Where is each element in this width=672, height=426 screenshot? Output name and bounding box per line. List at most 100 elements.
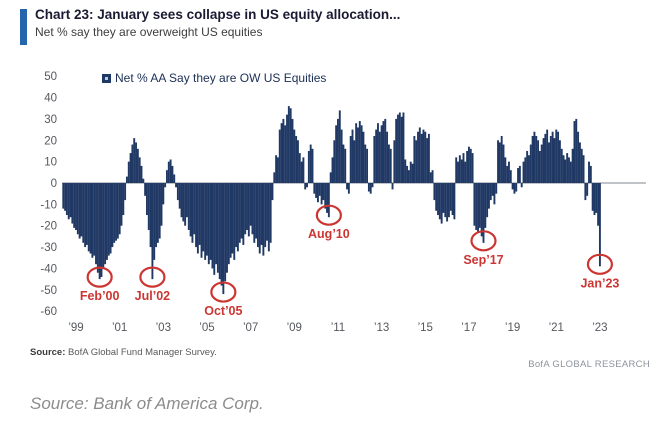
bar bbox=[449, 183, 452, 211]
bar bbox=[462, 153, 465, 183]
bar bbox=[215, 183, 218, 265]
bar bbox=[518, 165, 521, 183]
bar bbox=[144, 183, 147, 196]
bar bbox=[162, 183, 165, 205]
bar bbox=[306, 183, 308, 188]
bar bbox=[180, 183, 183, 218]
bar bbox=[240, 183, 243, 239]
bar bbox=[400, 116, 403, 183]
annotation-label: Aug’10 bbox=[308, 227, 350, 241]
bar bbox=[125, 176, 128, 183]
bar bbox=[135, 142, 137, 183]
annotation-circle bbox=[586, 253, 614, 275]
bar bbox=[384, 118, 387, 183]
bar bbox=[389, 148, 392, 183]
bar bbox=[186, 183, 188, 218]
bar bbox=[187, 183, 190, 230]
bar bbox=[471, 153, 474, 183]
y-tick-label: 10 bbox=[44, 157, 57, 169]
bar bbox=[253, 183, 256, 243]
bar bbox=[324, 183, 327, 209]
bar bbox=[267, 183, 270, 252]
y-tick-label: -50 bbox=[40, 285, 57, 297]
bar bbox=[167, 161, 170, 183]
bar bbox=[369, 183, 372, 194]
bar bbox=[76, 183, 79, 235]
bar bbox=[276, 157, 279, 183]
bar bbox=[387, 144, 390, 183]
bar bbox=[586, 183, 589, 196]
bar bbox=[113, 183, 116, 243]
bar bbox=[98, 183, 101, 280]
bar bbox=[564, 159, 567, 183]
bar bbox=[437, 183, 439, 216]
bar bbox=[184, 183, 187, 226]
bar bbox=[236, 183, 239, 252]
bar bbox=[502, 144, 505, 183]
bar bbox=[298, 153, 301, 183]
bar bbox=[349, 136, 352, 183]
bar bbox=[524, 157, 527, 183]
bar bbox=[447, 183, 450, 218]
bar bbox=[411, 163, 414, 183]
bar bbox=[357, 127, 359, 183]
page-caption: Source: Bank of America Corp. bbox=[30, 394, 264, 413]
bar bbox=[85, 183, 88, 245]
source-note: Source: BofA Global Fund Manager Survey. bbox=[30, 347, 217, 358]
bar bbox=[311, 148, 314, 183]
bar bbox=[226, 183, 228, 273]
bar bbox=[158, 183, 161, 239]
annotation-label: Oct’05 bbox=[204, 304, 242, 318]
bar bbox=[566, 153, 569, 183]
bar bbox=[418, 127, 421, 183]
bar bbox=[193, 183, 196, 235]
bar bbox=[116, 183, 119, 239]
bar bbox=[557, 131, 560, 183]
y-tick-label: -60 bbox=[40, 306, 57, 318]
bar bbox=[200, 183, 203, 258]
bar bbox=[347, 183, 350, 194]
bar bbox=[93, 183, 96, 256]
bar bbox=[386, 131, 389, 183]
bar bbox=[588, 161, 590, 183]
x-tick-label: ’09 bbox=[287, 322, 302, 334]
legend-marker-icon bbox=[102, 73, 111, 83]
bar bbox=[249, 183, 252, 226]
bar bbox=[320, 183, 323, 205]
bar bbox=[546, 129, 549, 183]
bar bbox=[202, 183, 205, 252]
bar bbox=[457, 161, 459, 183]
bar bbox=[104, 183, 107, 265]
bar bbox=[426, 138, 429, 183]
bar bbox=[115, 183, 117, 241]
bar bbox=[195, 183, 198, 248]
annotation-circle bbox=[86, 266, 113, 288]
bar bbox=[346, 183, 349, 190]
annotation-label: Jan’23 bbox=[580, 276, 619, 290]
bar bbox=[420, 133, 423, 183]
bar bbox=[271, 183, 274, 201]
bar bbox=[146, 183, 148, 216]
bar bbox=[535, 136, 538, 183]
bar bbox=[431, 170, 434, 183]
bar bbox=[166, 170, 168, 183]
bar bbox=[595, 183, 598, 213]
bar bbox=[482, 183, 485, 243]
bar bbox=[282, 118, 285, 183]
bar bbox=[513, 183, 516, 194]
bar bbox=[364, 144, 367, 183]
bar bbox=[164, 183, 167, 188]
bar bbox=[256, 183, 259, 248]
bar bbox=[451, 183, 454, 216]
bar bbox=[453, 183, 456, 220]
bar bbox=[304, 183, 307, 190]
bar bbox=[511, 183, 514, 190]
y-tick-label: 40 bbox=[44, 93, 57, 105]
bar bbox=[196, 183, 199, 254]
bar bbox=[204, 183, 207, 260]
annotation-label: Jul’02 bbox=[135, 289, 170, 303]
bar bbox=[584, 183, 587, 201]
bar bbox=[407, 170, 410, 183]
bar bbox=[417, 131, 419, 183]
bar bbox=[440, 183, 443, 224]
